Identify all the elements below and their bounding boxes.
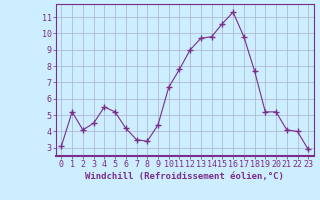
X-axis label: Windchill (Refroidissement éolien,°C): Windchill (Refroidissement éolien,°C) bbox=[85, 172, 284, 181]
